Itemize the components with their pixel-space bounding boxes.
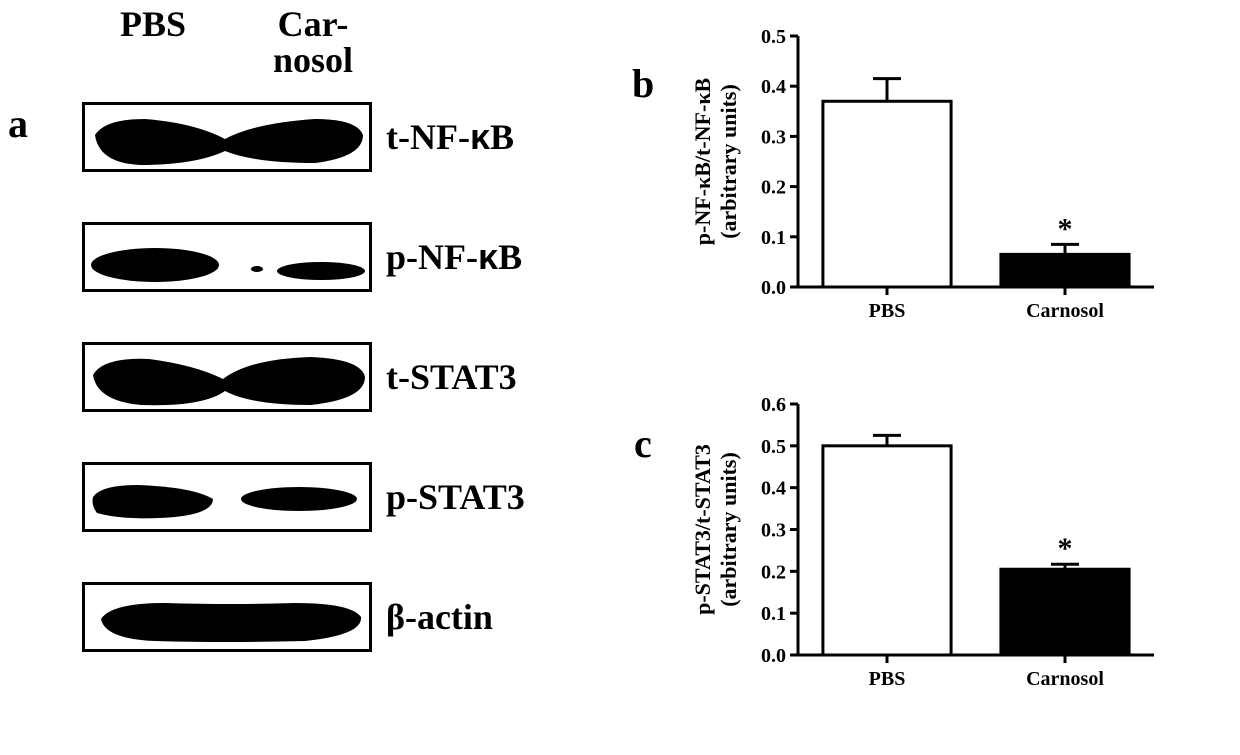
svg-text:(arbitrary units): (arbitrary units): [716, 452, 741, 607]
svg-text:*: *: [1058, 532, 1073, 565]
svg-text:0.1: 0.1: [761, 603, 786, 625]
blot-label-p-stat3: p-STAT3: [386, 476, 525, 518]
panel-a-label: a: [8, 100, 28, 147]
svg-text:*: *: [1058, 212, 1073, 245]
svg-text:0.2: 0.2: [761, 177, 786, 199]
blot-t-nfkb: [82, 102, 372, 172]
blot-p-stat3: [82, 462, 372, 532]
lane-carnosol: Car- nosol: [248, 6, 378, 78]
svg-text:0.2: 0.2: [761, 561, 786, 583]
lane-pbs: PBS: [88, 6, 218, 78]
svg-text:0.5: 0.5: [761, 26, 786, 48]
panel-b-label: b: [632, 60, 654, 107]
blot-row-bactin: β-actin: [82, 582, 493, 652]
blot-row-p-stat3: p-STAT3: [82, 462, 525, 532]
svg-text:0.3: 0.3: [761, 126, 786, 148]
svg-text:(arbitrary units): (arbitrary units): [716, 84, 741, 239]
blot-row-t-nfkb: t-NF-κB: [82, 102, 514, 172]
svg-text:Carnosol: Carnosol: [1026, 300, 1104, 322]
blot-row-t-stat3: t-STAT3: [82, 342, 517, 412]
chart-p-nfkb: 0.0 0.1 0.2 0.3 0.4 0.5 p-NF-κB/t-NF-κB(arbitr…: [688, 22, 1168, 337]
blot-bactin: [82, 582, 372, 652]
svg-text:0.0: 0.0: [761, 277, 786, 299]
blot-t-stat3: [82, 342, 372, 412]
svg-text:0.1: 0.1: [761, 227, 786, 249]
blot-label-p-nfkb: p-NF-κB: [386, 236, 522, 278]
svg-text:0.4: 0.4: [761, 478, 786, 500]
band-p-nfkb: [85, 225, 372, 292]
svg-text:PBS: PBS: [869, 300, 906, 322]
svg-text:Carnosol: Carnosol: [1026, 668, 1104, 690]
svg-text:0.6: 0.6: [761, 394, 786, 416]
band-p-stat3: [85, 465, 372, 532]
lane-headers: PBS Car- nosol: [88, 6, 378, 78]
chart-p-stat3: 0.0 0.1 0.2 0.3 0.4 0.5 0.6 p-STAT3/t-STAT3(arb…: [688, 390, 1168, 705]
svg-text:0.3: 0.3: [761, 520, 786, 542]
svg-text:0.5: 0.5: [761, 436, 786, 458]
blot-p-nfkb: [82, 222, 372, 292]
panel-c-label: c: [634, 420, 652, 467]
svg-text:PBS: PBS: [869, 668, 906, 690]
blot-row-p-nfkb: p-NF-κB: [82, 222, 522, 292]
band-t-stat3: [85, 345, 372, 412]
blot-label-t-stat3: t-STAT3: [386, 356, 517, 398]
band-bactin: [85, 585, 372, 652]
svg-text:p-NF-κB/t-NF-κB: p-NF-κB/t-NF-κB: [690, 77, 715, 245]
svg-text:0.0: 0.0: [761, 645, 786, 667]
blot-label-t-nfkb: t-NF-κB: [386, 116, 514, 158]
blot-label-bactin: β-actin: [386, 596, 493, 638]
svg-text:p-STAT3/t-STAT3: p-STAT3/t-STAT3: [690, 444, 715, 615]
band-t-nfkb: [85, 105, 372, 172]
svg-text:0.4: 0.4: [761, 76, 786, 98]
